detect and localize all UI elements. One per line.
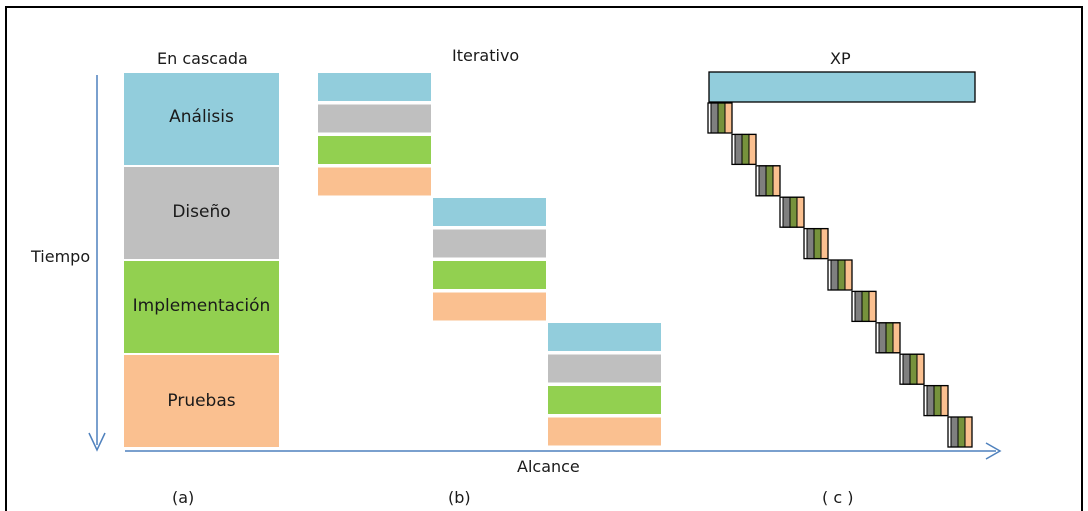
xp-iteration-8-stripe-1 (878, 322, 887, 354)
xp-iteration-5-outline (803, 227, 829, 260)
xp-iteration-7-stripe-3 (868, 290, 877, 322)
xp-iteration-4-outline (779, 196, 805, 228)
xp-iteration-8-stripe-2 (885, 322, 894, 354)
scope-axis-arrowhead (985, 442, 1002, 460)
iteration-3-implementation-bar (548, 386, 661, 414)
iteration-3-design-bar (548, 354, 661, 383)
iteration-1-analysis-bar (318, 73, 431, 101)
x-axis-label: Alcance (517, 457, 580, 476)
xp-iteration-3 (755, 165, 781, 197)
xp-iteration-3-outline (755, 165, 781, 197)
xp-iteration-2-outline (731, 133, 757, 166)
xp-iteration-6-stripe-1 (830, 259, 839, 291)
xp-iteration-6 (827, 259, 853, 291)
xp-iteration-4 (779, 196, 805, 228)
phase-label-analysis: Análisis (169, 107, 234, 127)
caption-a: (a) (172, 488, 195, 507)
waterfall-block-analysis (124, 73, 279, 165)
xp-iteration-10-stripe-1 (926, 385, 935, 417)
xp-iteration-4-stripe-3 (796, 196, 805, 228)
xp-iteration-8 (875, 322, 901, 354)
xp-iteration-7 (851, 290, 877, 323)
iterative-title: Iterativo (452, 46, 520, 65)
xp-iteration-1-outline (707, 102, 733, 134)
iteration-3-testing-bar (548, 417, 661, 446)
xp-iteration-11-outline (947, 416, 973, 448)
time-axis-arrowhead (88, 432, 106, 452)
xp-iteration-8-stripe-3 (892, 322, 901, 354)
xp-iteration-8-outline (875, 322, 901, 354)
iteration-1-testing-bar (318, 167, 431, 196)
waterfall-block-testing (124, 355, 279, 447)
xp-iteration-6-stripe-2 (837, 259, 846, 291)
xp-iteration-7-outline (851, 290, 877, 323)
xp-title: XP (830, 49, 851, 68)
xp-iteration-3-stripe-1 (758, 165, 767, 197)
waterfall-title: En cascada (157, 49, 248, 68)
iterative-column (318, 73, 661, 446)
xp-iteration-9 (899, 353, 925, 385)
xp-iteration-7-stripe-1 (854, 290, 863, 322)
xp-iteration-6-outline (827, 259, 853, 291)
xp-iteration-1 (707, 102, 733, 134)
axes (88, 75, 1002, 460)
xp-analysis-bar (708, 71, 976, 103)
xp-iteration-1-stripe-2 (717, 102, 726, 134)
waterfall-column (124, 73, 279, 447)
iteration-1-design-bar (318, 104, 431, 133)
xp-iteration-2-stripe-1 (734, 133, 743, 165)
iteration-2-implementation-bar (433, 261, 546, 289)
xp-iteration-11 (947, 416, 973, 448)
xp-iteration-3-stripe-3 (772, 165, 781, 197)
xp-iteration-10-stripe-3 (940, 385, 949, 417)
phase-label-implementation: Implementación (132, 296, 271, 316)
waterfall-block-implementation (124, 261, 279, 353)
xp-iteration-4-stripe-2 (789, 196, 798, 228)
xp-iteration-5-stripe-2 (813, 228, 822, 260)
xp-column (707, 71, 976, 448)
xp-iteration-9-stripe-3 (916, 353, 925, 385)
xp-iteration-9-stripe-1 (902, 353, 911, 385)
frame-border (5, 6, 1083, 511)
phase-label-testing: Pruebas (167, 391, 236, 411)
xp-iteration-4-stripe-1 (782, 196, 791, 228)
iteration-3-analysis-bar (548, 323, 661, 351)
xp-iteration-1-stripe-3 (724, 102, 733, 134)
xp-iteration-6-stripe-3 (844, 259, 853, 291)
iteration-2-analysis-bar (433, 198, 546, 226)
y-axis-label: Tiempo (31, 247, 91, 266)
xp-iteration-2-stripe-3 (748, 133, 757, 165)
xp-iteration-11-stripe-2 (957, 416, 966, 448)
xp-iteration-10-outline (923, 384, 949, 417)
xp-iteration-10 (923, 384, 949, 417)
xp-iteration-9-stripe-2 (909, 353, 918, 385)
xp-iteration-2 (731, 133, 757, 166)
xp-iteration-5 (803, 227, 829, 260)
xp-iteration-5-stripe-3 (820, 228, 829, 260)
phase-label-design: Diseño (172, 202, 231, 222)
iteration-1-implementation-bar (318, 136, 431, 164)
waterfall-block-design (124, 167, 279, 259)
iteration-2-design-bar (433, 229, 546, 258)
xp-iteration-7-stripe-2 (861, 290, 870, 322)
iteration-2-testing-bar (433, 292, 546, 321)
xp-iteration-2-stripe-2 (741, 133, 750, 165)
caption-b: (b) (448, 488, 471, 507)
xp-iteration-1-stripe-1 (710, 102, 719, 134)
caption-c: ( c ) (822, 488, 854, 507)
xp-iteration-3-stripe-2 (765, 165, 774, 197)
xp-iteration-11-stripe-3 (964, 416, 973, 448)
xp-iteration-10-stripe-2 (933, 385, 942, 417)
xp-iteration-5-stripe-1 (806, 228, 815, 260)
xp-iteration-9-outline (899, 353, 925, 385)
xp-iteration-11-stripe-1 (950, 416, 959, 448)
